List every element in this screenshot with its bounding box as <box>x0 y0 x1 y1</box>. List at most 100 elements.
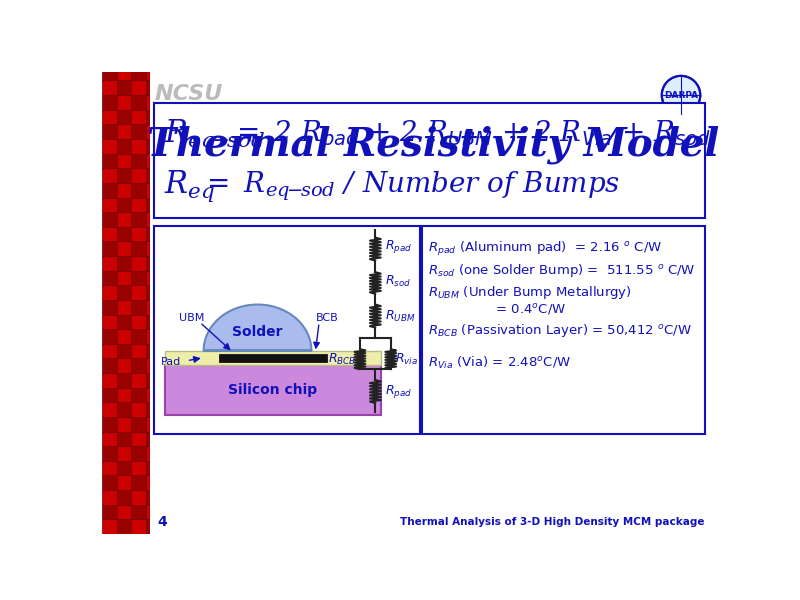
Bar <box>102 314 117 329</box>
Text: $R_{UBM}$: $R_{UBM}$ <box>385 308 415 323</box>
Bar <box>146 110 161 124</box>
Bar <box>146 183 161 197</box>
Bar <box>131 417 146 431</box>
Bar <box>117 80 131 95</box>
Bar <box>117 66 131 80</box>
Text: Silicon chip: Silicon chip <box>228 383 318 397</box>
Bar <box>146 66 161 80</box>
Bar <box>131 300 146 314</box>
Bar <box>131 110 146 124</box>
Bar <box>146 124 161 139</box>
Text: UBM: UBM <box>179 313 205 323</box>
Bar <box>117 285 131 300</box>
Bar <box>146 388 161 403</box>
Bar <box>117 139 131 154</box>
Text: = 0.4$^o$C/W: = 0.4$^o$C/W <box>428 302 566 317</box>
Text: $R_{BCB}$: $R_{BCB}$ <box>328 352 356 367</box>
Bar <box>117 314 131 329</box>
Bar <box>146 490 161 505</box>
Bar <box>102 66 117 80</box>
Bar <box>131 373 146 388</box>
Bar <box>146 300 161 314</box>
Bar <box>117 505 131 520</box>
Bar <box>146 241 161 256</box>
Text: DARPA: DARPA <box>664 91 698 100</box>
Bar <box>117 183 131 197</box>
Bar <box>131 358 146 373</box>
Text: Thermal Analysis of 3-D High Density MCM package: Thermal Analysis of 3-D High Density MCM… <box>401 517 705 527</box>
Text: Thermal Resistivity Model: Thermal Resistivity Model <box>147 126 719 164</box>
Bar <box>146 446 161 461</box>
Bar <box>146 475 161 490</box>
Bar <box>117 300 131 314</box>
Bar <box>102 446 117 461</box>
Text: $R_{via}$: $R_{via}$ <box>394 352 418 367</box>
Bar <box>131 197 146 212</box>
Bar <box>146 358 161 373</box>
Bar <box>117 168 131 183</box>
Bar <box>102 285 117 300</box>
Bar <box>117 329 131 344</box>
Bar <box>146 314 161 329</box>
Bar <box>117 227 131 241</box>
Bar <box>117 241 131 256</box>
Text: $R_{pad}$: $R_{pad}$ <box>385 383 412 400</box>
Bar <box>102 271 117 285</box>
Bar <box>102 139 117 154</box>
Bar <box>131 124 146 139</box>
Bar <box>131 51 146 66</box>
Bar <box>131 461 146 475</box>
Bar <box>102 197 117 212</box>
Bar <box>219 354 327 362</box>
Bar <box>117 51 131 66</box>
Bar <box>102 110 117 124</box>
Bar <box>146 329 161 344</box>
Bar <box>117 95 131 110</box>
Bar <box>146 461 161 475</box>
Bar <box>117 388 131 403</box>
Bar <box>117 124 131 139</box>
Bar <box>146 154 161 168</box>
Bar <box>131 241 146 256</box>
Bar <box>102 490 117 505</box>
Bar <box>146 80 161 95</box>
Bar <box>131 344 146 358</box>
Text: $R_{UBM}$ (Under Bump Metallurgy): $R_{UBM}$ (Under Bump Metallurgy) <box>428 284 631 301</box>
Bar <box>131 285 146 300</box>
Bar <box>117 446 131 461</box>
Bar <box>146 505 161 520</box>
Bar <box>146 256 161 271</box>
Bar <box>146 285 161 300</box>
Bar <box>131 490 146 505</box>
Bar <box>102 388 117 403</box>
Text: 4: 4 <box>158 515 167 529</box>
Bar <box>102 300 117 314</box>
Bar <box>131 475 146 490</box>
Bar <box>117 461 131 475</box>
Bar <box>102 154 117 168</box>
Bar <box>117 271 131 285</box>
Bar <box>146 271 161 285</box>
Text: $=$ 2 R$_{pad}$ $+$ 2 R$_{UBM}$ $+$ 2 R$_{Via}$ $+$ R$_{sod}$: $=$ 2 R$_{pad}$ $+$ 2 R$_{UBM}$ $+$ 2 R$… <box>231 118 711 152</box>
Bar <box>117 403 131 417</box>
Bar <box>102 329 117 344</box>
Bar <box>102 403 117 417</box>
Text: R$_{\mathregular{eq}}$: R$_{\mathregular{eq}}$ <box>163 169 214 203</box>
Bar <box>165 365 381 415</box>
Bar <box>117 417 131 431</box>
Text: $R_{sod}$ (one Solder Bump) =  511.55 $^o$ C/W: $R_{sod}$ (one Solder Bump) = 511.55 $^o… <box>428 262 695 279</box>
Bar <box>146 51 161 66</box>
Bar <box>117 154 131 168</box>
Bar <box>102 80 117 95</box>
Bar <box>146 431 161 446</box>
Bar <box>146 212 161 227</box>
Bar <box>102 124 117 139</box>
Bar <box>131 95 146 110</box>
Bar <box>154 103 705 218</box>
Bar <box>146 417 161 431</box>
Bar <box>146 403 161 417</box>
Bar <box>165 351 381 365</box>
Bar <box>102 505 117 520</box>
Text: Pad: Pad <box>162 356 182 367</box>
Bar <box>117 344 131 358</box>
